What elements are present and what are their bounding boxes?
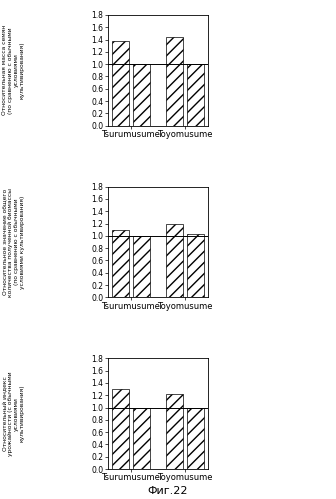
Legend: Хозяйствен
ная зона,
обработанная
GSSG, Хозяйствен
ная зона с
нормальным
содержа: Хозяйствен ная зона, обработанная GSSG, … xyxy=(224,35,320,106)
Bar xyxy=(187,64,204,126)
Text: Относительный индекс
урожайности (с обычными
условиями
культивирования): Относительный индекс урожайности (с обыч… xyxy=(2,371,25,456)
Bar xyxy=(133,236,150,297)
Text: Относительная масса семян
(по сравнению с обычными
условиями
культивирования): Относительная масса семян (по сравнению … xyxy=(2,25,25,115)
Bar xyxy=(112,230,129,297)
Bar xyxy=(166,224,183,297)
Bar xyxy=(112,389,129,469)
Bar xyxy=(112,41,129,126)
Bar xyxy=(187,234,204,297)
Bar xyxy=(133,64,150,126)
Bar xyxy=(166,394,183,469)
Bar xyxy=(133,408,150,469)
Text: Фиг.22: Фиг.22 xyxy=(148,486,188,496)
Bar xyxy=(187,408,204,469)
Bar xyxy=(166,37,183,126)
Text: Относительное значение общего
количества полученной биомассы
(по сравнению с обы: Относительное значение общего количества… xyxy=(2,188,25,296)
